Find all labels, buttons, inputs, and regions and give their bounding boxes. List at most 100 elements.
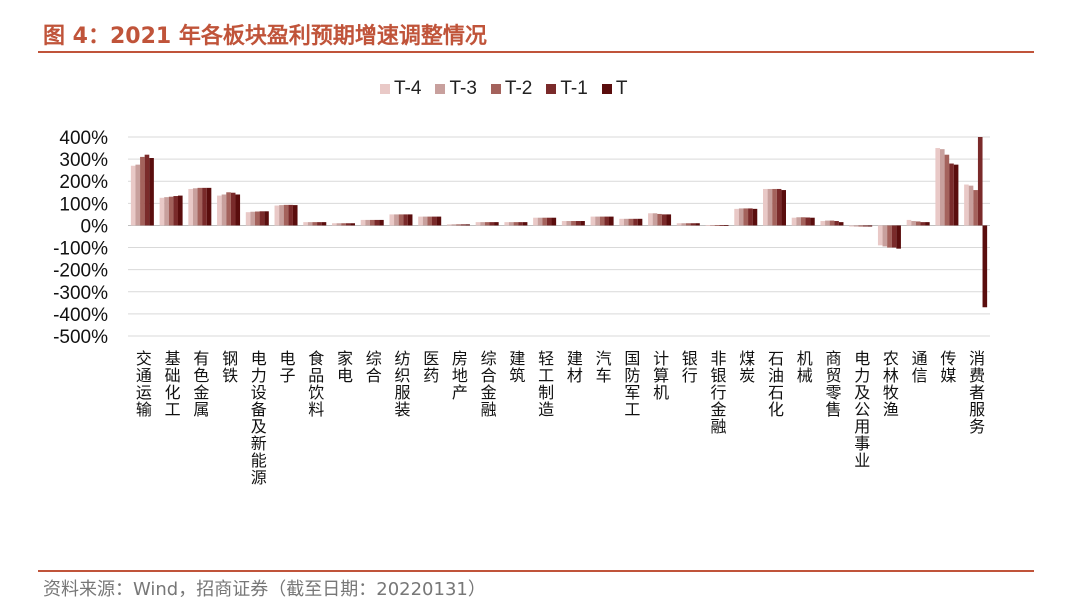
bar bbox=[580, 221, 585, 226]
x-category-label: 消费者服务 bbox=[966, 350, 985, 435]
bar bbox=[633, 218, 638, 226]
bar bbox=[940, 149, 945, 226]
bar bbox=[781, 190, 786, 226]
y-tick-label: -300% bbox=[53, 283, 108, 304]
bar bbox=[891, 225, 897, 248]
bar bbox=[561, 221, 567, 226]
bar bbox=[752, 208, 758, 226]
x-category-label: 轻工制造 bbox=[535, 350, 554, 418]
bar bbox=[805, 217, 811, 226]
bar bbox=[599, 216, 605, 226]
bar bbox=[307, 222, 313, 226]
bar bbox=[456, 224, 461, 226]
legend-label: T bbox=[615, 78, 628, 99]
bar bbox=[637, 218, 643, 226]
bar bbox=[221, 194, 227, 226]
bar bbox=[226, 192, 231, 226]
bar bbox=[279, 205, 284, 226]
y-tick-label: -100% bbox=[53, 239, 108, 260]
bar bbox=[738, 208, 744, 226]
bar bbox=[686, 223, 691, 226]
bar bbox=[274, 205, 280, 226]
bar bbox=[882, 225, 888, 247]
x-category-label: 基础化工 bbox=[162, 350, 181, 418]
bar bbox=[245, 212, 251, 226]
bar bbox=[130, 165, 136, 226]
bar bbox=[144, 154, 150, 226]
x-category-label: 电力及公用事业 bbox=[851, 350, 870, 469]
legend-item: T-1 bbox=[546, 78, 588, 100]
bar bbox=[394, 214, 399, 226]
x-category-label: 纺织服装 bbox=[391, 350, 410, 418]
bar bbox=[432, 216, 437, 226]
bar bbox=[475, 222, 481, 226]
bar bbox=[977, 137, 983, 226]
bar bbox=[374, 219, 380, 226]
bar bbox=[838, 222, 844, 226]
y-tick-label: 400% bbox=[59, 128, 108, 149]
bar bbox=[192, 188, 198, 226]
bar bbox=[829, 220, 835, 226]
bar bbox=[973, 190, 978, 226]
bar bbox=[546, 217, 552, 226]
bar bbox=[250, 211, 255, 226]
bar bbox=[661, 214, 667, 226]
y-tick-label: 200% bbox=[59, 172, 108, 193]
bar bbox=[623, 218, 629, 226]
bar bbox=[695, 223, 700, 226]
bar bbox=[648, 213, 653, 226]
bar bbox=[206, 187, 212, 226]
bar bbox=[451, 224, 457, 226]
bar bbox=[345, 223, 351, 226]
bar bbox=[149, 158, 154, 226]
bar bbox=[230, 192, 236, 226]
bar bbox=[350, 223, 355, 226]
bar bbox=[513, 222, 519, 226]
bar bbox=[690, 223, 696, 226]
bar bbox=[173, 196, 178, 226]
bar bbox=[135, 164, 141, 226]
x-category-label: 建材 bbox=[564, 350, 583, 384]
bar bbox=[705, 225, 711, 226]
legend-item: T bbox=[601, 78, 628, 100]
bar bbox=[436, 216, 442, 226]
bar bbox=[595, 216, 600, 226]
bar bbox=[336, 223, 342, 226]
bar bbox=[652, 213, 658, 226]
x-category-label: 商贸零售 bbox=[822, 350, 841, 418]
x-category-label: 医药 bbox=[420, 350, 439, 384]
bar bbox=[202, 187, 207, 226]
bar bbox=[906, 219, 912, 226]
x-category-label: 有色金属 bbox=[190, 350, 209, 418]
x-category-label: 汽车 bbox=[593, 350, 612, 384]
x-category-label: 通信 bbox=[909, 350, 928, 384]
bar bbox=[398, 214, 404, 226]
bar bbox=[533, 217, 538, 226]
bar bbox=[494, 222, 499, 226]
bar bbox=[935, 148, 940, 226]
bar bbox=[791, 217, 797, 226]
bar bbox=[968, 185, 974, 226]
x-category-label: 食品饮料 bbox=[305, 350, 324, 418]
bar bbox=[748, 208, 753, 226]
bar bbox=[369, 219, 375, 226]
bar bbox=[949, 163, 954, 226]
x-category-label: 传媒 bbox=[937, 350, 956, 384]
bar bbox=[418, 216, 423, 226]
legend-item: T-3 bbox=[435, 78, 477, 100]
x-category-label: 煤炭 bbox=[736, 350, 755, 384]
bar bbox=[542, 217, 547, 226]
bar bbox=[341, 223, 346, 226]
source-note: 资料来源：Wind，招商证券（截至日期：20220131） bbox=[43, 579, 486, 600]
bar bbox=[925, 222, 930, 226]
bar bbox=[796, 217, 801, 226]
x-category-label: 计算机 bbox=[650, 350, 669, 401]
bar bbox=[628, 218, 634, 226]
bar bbox=[710, 225, 715, 226]
bar bbox=[217, 195, 222, 226]
bar bbox=[321, 222, 327, 226]
bar bbox=[953, 164, 959, 226]
bar bbox=[915, 221, 921, 226]
bar bbox=[422, 216, 428, 226]
bar bbox=[723, 225, 729, 226]
